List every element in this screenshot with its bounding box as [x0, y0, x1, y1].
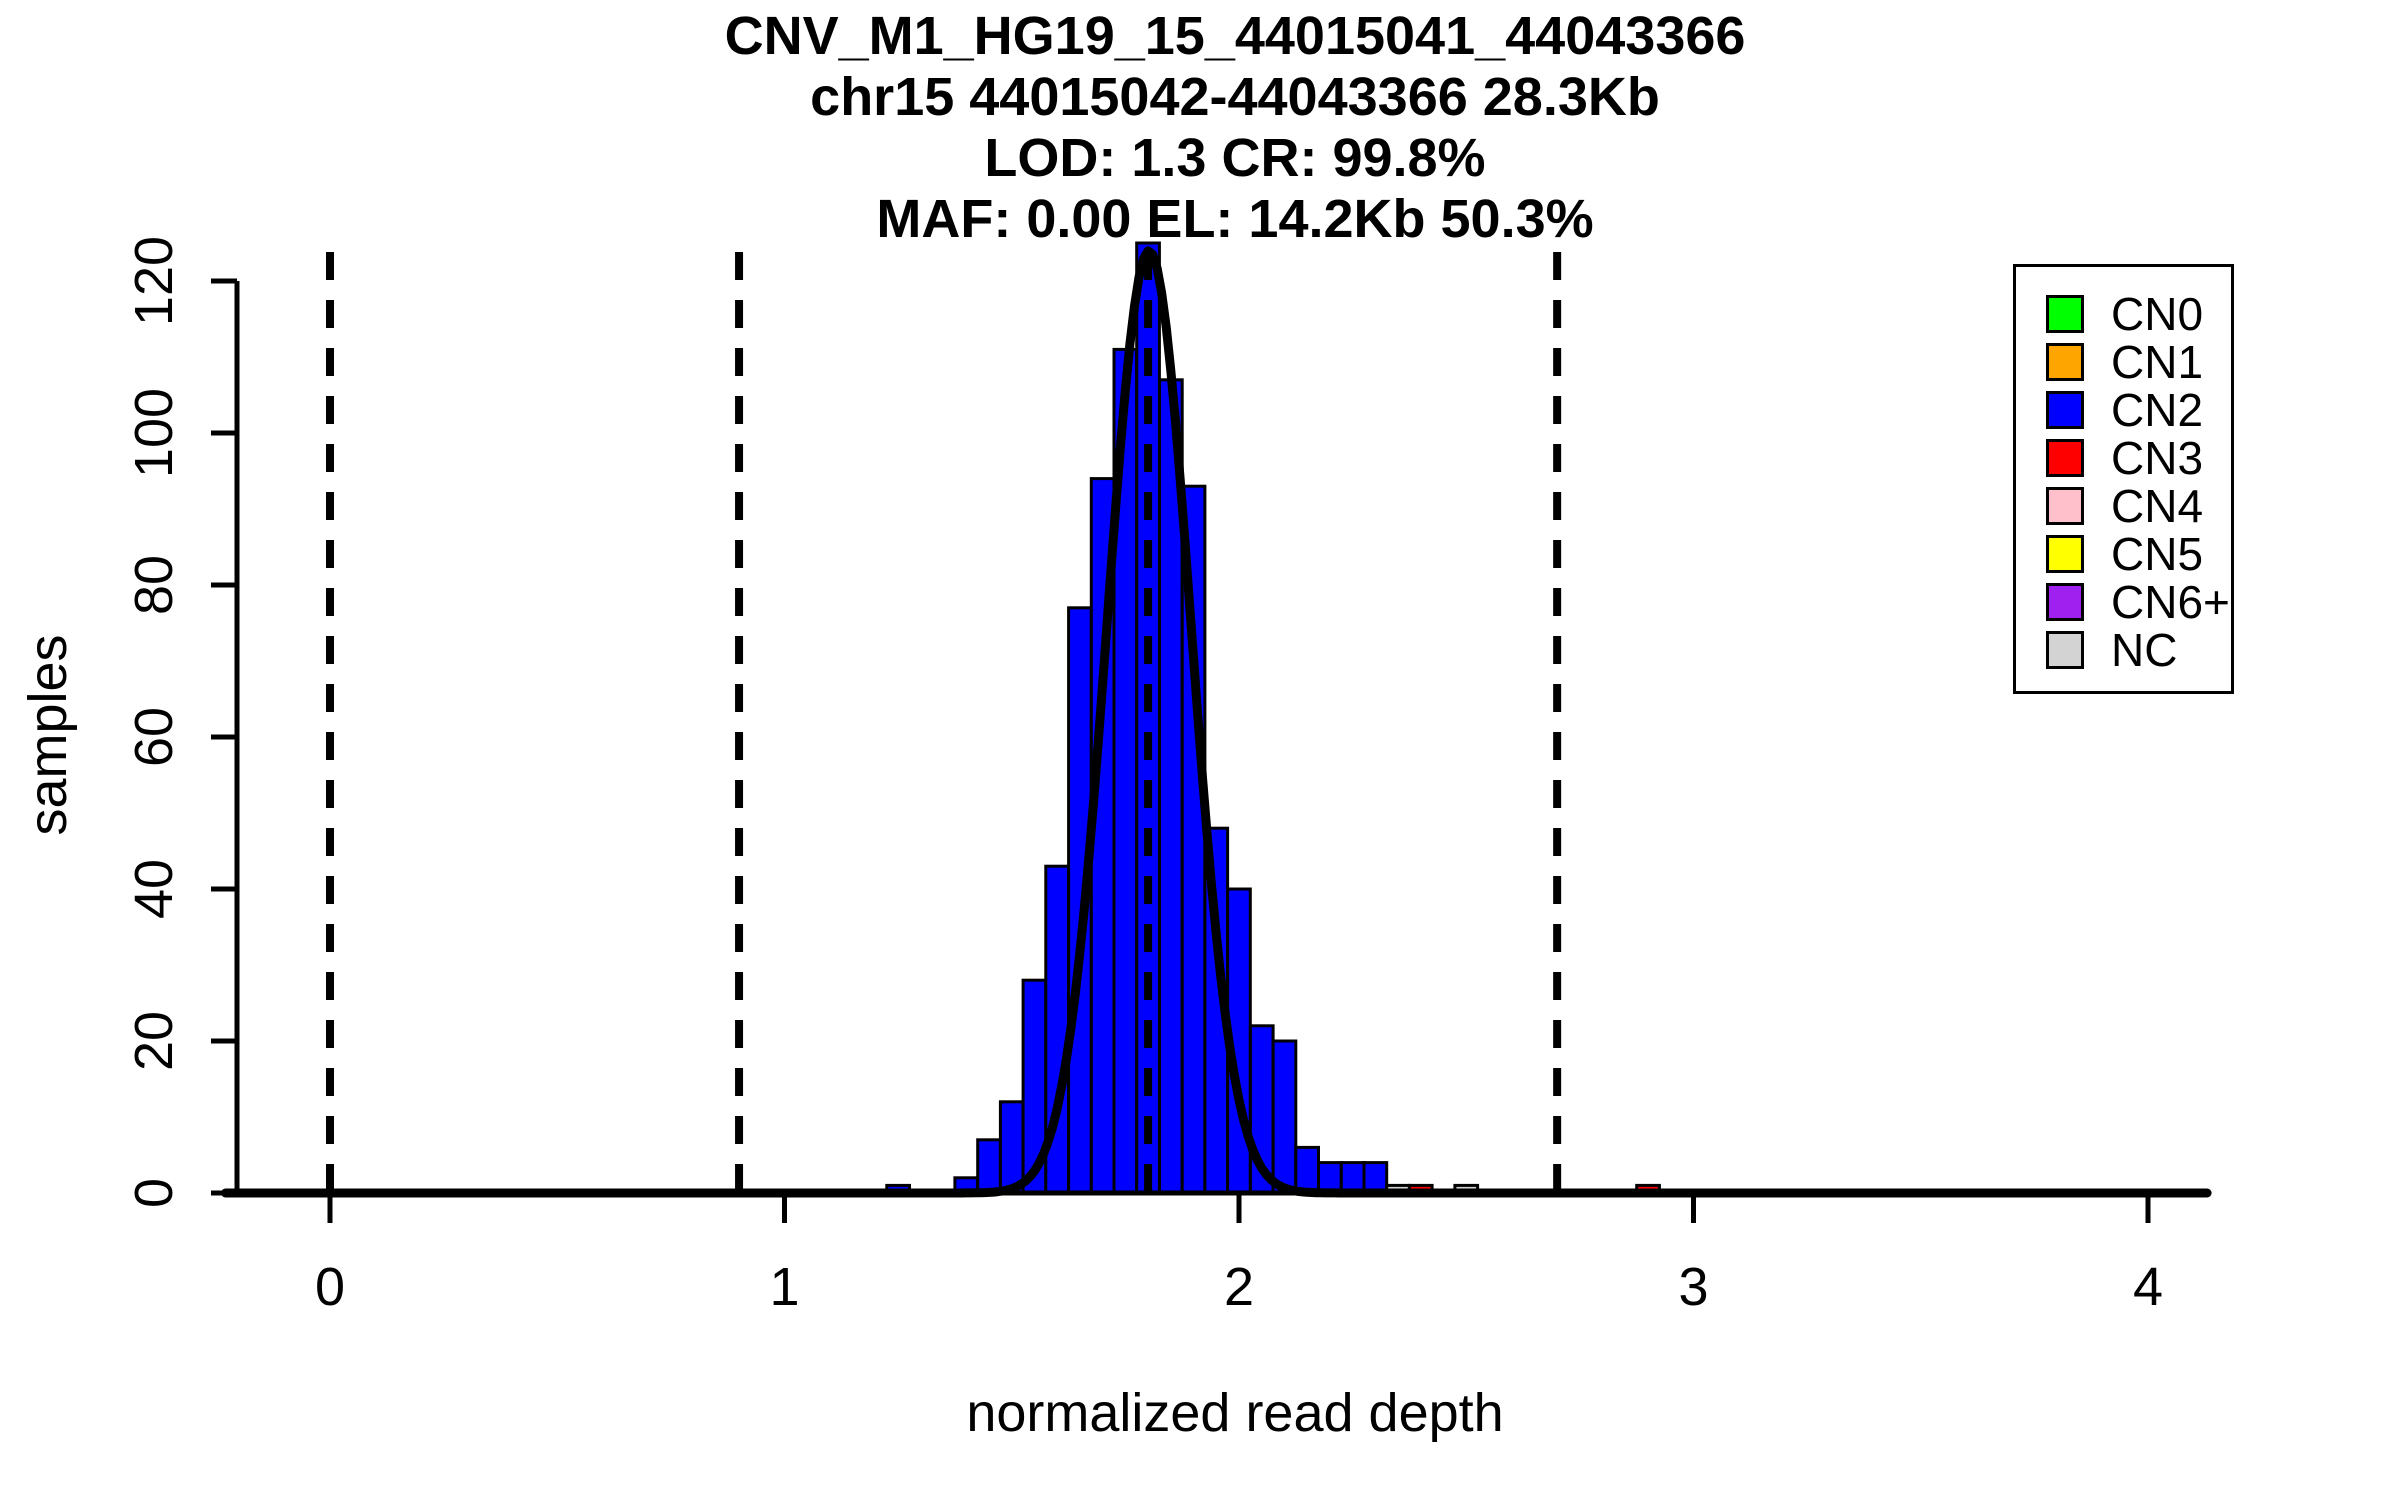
legend-item-cn2: CN2: [2016, 386, 2231, 434]
x-tick-label: 3: [1678, 1257, 1708, 1317]
legend-item-cn1: CN1: [2016, 338, 2231, 386]
legend-swatch-cn0: [2046, 295, 2084, 333]
y-tick-label: 100: [124, 388, 184, 478]
title-line-4: MAF: 0.00 EL: 14.2Kb 50.3%: [876, 189, 1594, 249]
title-line-2: chr15 44015042-44043366 28.3Kb: [810, 67, 1660, 127]
legend-item-cn4: CN4: [2016, 482, 2231, 530]
y-tick-label: 80: [124, 555, 184, 615]
x-axis-label: normalized read depth: [966, 1383, 1504, 1443]
legend-label: CN0: [2111, 288, 2204, 340]
legend-item-cn3: CN3: [2016, 434, 2231, 482]
legend-swatch-nc: [2046, 631, 2084, 669]
x-tick-label: 2: [1224, 1257, 1254, 1317]
y-tick-label: 40: [124, 859, 184, 919]
legend-swatch-cn6plus: [2046, 583, 2084, 621]
legend-item-nc: NC: [2016, 626, 2231, 674]
histogram-bar: [1339, 1161, 1366, 1195]
histogram-bars: [885, 241, 1661, 1195]
histogram-bar: [976, 1138, 1002, 1195]
title-line-1: CNV_M1_HG19_15_44015041_44043366: [724, 6, 1746, 66]
legend-swatch-cn3: [2046, 439, 2084, 477]
y-tick-label: 20: [124, 1011, 184, 1071]
legend: CN0 CN1 CN2 CN3 CN4 CN5 CN6+ NC: [2013, 264, 2234, 694]
legend-label: CN3: [2111, 432, 2204, 484]
x-tick-label: 1: [769, 1257, 799, 1317]
x-axis-ticks: 0 1 2 3 4: [315, 1193, 2163, 1317]
legend-label: NC: [2111, 624, 2178, 676]
y-tick-label: 0: [124, 1178, 184, 1208]
histogram-bar: [1135, 241, 1161, 1195]
legend-label: CN2: [2111, 384, 2204, 436]
histogram-bar: [1271, 1039, 1298, 1195]
y-tick-label: 60: [124, 707, 184, 767]
legend-swatch-cn5: [2046, 535, 2084, 573]
histogram-bar: [1362, 1161, 1389, 1195]
plot-title: CNV_M1_HG19_15_44015041_44043366 chr15 4…: [235, 6, 2235, 250]
legend-swatch-cn1: [2046, 343, 2084, 381]
legend-swatch-cn2: [2046, 391, 2084, 429]
y-axis-label: samples: [18, 634, 78, 836]
histogram-bar: [998, 1100, 1025, 1195]
legend-item-cn5: CN5: [2016, 530, 2231, 578]
copy-number-dashed-lines: [326, 252, 1562, 1193]
legend-label: CN5: [2111, 528, 2204, 580]
y-axis-ticks: 0 20 40 60 80 100 120: [124, 236, 237, 1208]
legend-item-cn6plus: CN6+: [2016, 578, 2231, 626]
y-tick-label: 120: [124, 236, 184, 326]
histogram-bar: [1294, 1145, 1321, 1195]
legend-item-cn0: CN0: [2016, 290, 2231, 338]
legend-label: CN4: [2111, 480, 2204, 532]
title-line-3: LOD: 1.3 CR: 99.8%: [984, 128, 1486, 188]
x-tick-label: 0: [315, 1257, 345, 1317]
legend-swatch-cn4: [2046, 487, 2084, 525]
legend-label: CN6+: [2111, 576, 2230, 628]
x-tick-label: 4: [2133, 1257, 2163, 1317]
legend-label: CN1: [2111, 336, 2204, 388]
